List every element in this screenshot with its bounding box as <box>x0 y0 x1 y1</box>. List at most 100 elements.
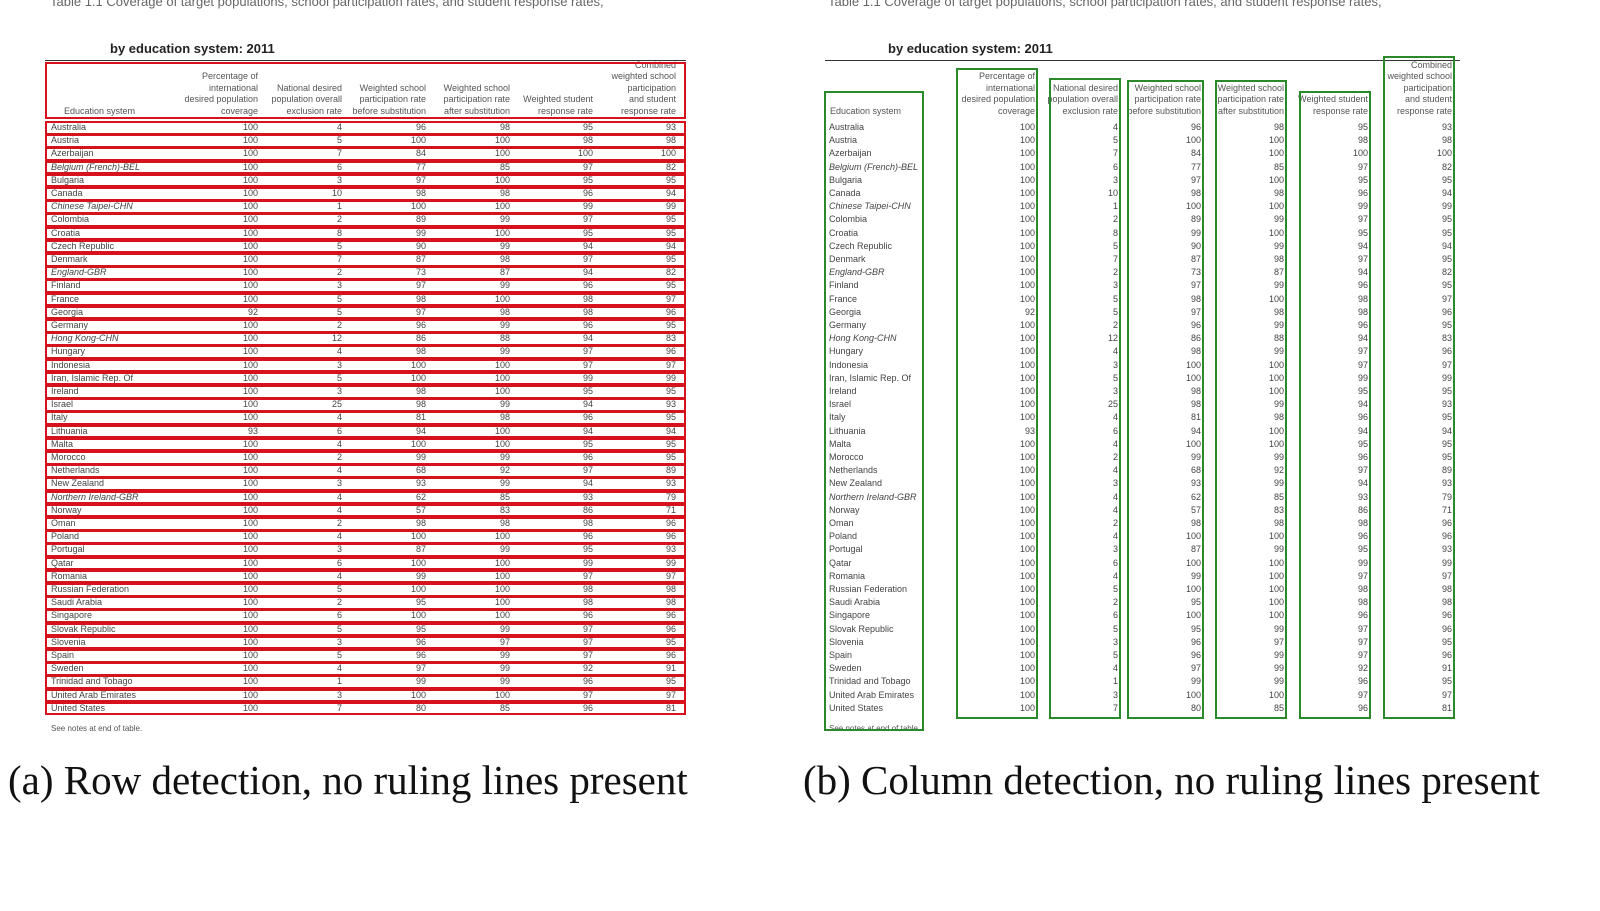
cell-resp: 95 <box>1357 544 1368 555</box>
cell-comb: 96 <box>1441 650 1452 660</box>
cell-comb: 96 <box>665 623 676 634</box>
cell-exc: 4 <box>336 346 342 357</box>
cell-comb: 96 <box>1441 306 1452 317</box>
cell-exc: 2 <box>336 518 342 528</box>
cell-resp: 94 <box>582 240 593 251</box>
cell-exc: 5 <box>336 240 342 251</box>
header-before: Weighted school participation rate befor… <box>352 82 426 116</box>
cell-after: 100 <box>1268 293 1284 304</box>
cell-resp: 95 <box>582 174 593 185</box>
row-box <box>45 649 686 663</box>
cell-before: 98 <box>1190 518 1201 528</box>
cell-before: 95 <box>1190 623 1201 634</box>
cell-cov: 100 <box>242 320 258 330</box>
row-name: Canada <box>51 188 83 198</box>
cell-comb: 98 <box>665 584 676 594</box>
cell-comb: 71 <box>665 504 676 515</box>
cell-resp: 97 <box>1357 346 1368 357</box>
cell-exc: 7 <box>336 148 342 159</box>
row-name: Singapore <box>829 610 871 621</box>
row-name: Singapore <box>51 610 93 621</box>
cell-after: 97 <box>1273 636 1284 647</box>
cell-exc: 12 <box>1107 333 1118 344</box>
row-name: Morocco <box>51 452 86 462</box>
cell-after: 99 <box>1273 623 1284 634</box>
cell-after: 99 <box>499 478 510 489</box>
cell-resp: 92 <box>1357 663 1368 674</box>
cell-before: 87 <box>1190 254 1201 264</box>
row-name: Malta <box>51 438 74 449</box>
cell-exc: 4 <box>336 491 342 502</box>
row-box <box>45 556 686 571</box>
cell-resp: 94 <box>582 425 593 436</box>
cell-before: 86 <box>415 333 426 344</box>
cell-resp: 96 <box>582 676 593 687</box>
row-name: Saudi Arabia <box>51 597 103 608</box>
cell-comb: 82 <box>665 267 676 278</box>
row-name: Germany <box>51 320 89 330</box>
cell-after: 99 <box>1273 478 1284 489</box>
cell-after: 99 <box>1273 240 1284 251</box>
cell-exc: 5 <box>336 372 342 383</box>
cell-resp: 98 <box>582 584 593 594</box>
cell-after: 83 <box>1273 504 1284 515</box>
cell-after: 98 <box>499 122 510 132</box>
cell-resp: 95 <box>1357 386 1368 396</box>
cell-before: 98 <box>1190 293 1201 304</box>
cell-exc: 4 <box>1112 465 1118 476</box>
row-name: Finland <box>829 280 859 291</box>
cell-before: 100 <box>410 584 426 594</box>
cell-before: 100 <box>410 438 426 449</box>
row-name: Ireland <box>829 386 857 396</box>
row-name: Ireland <box>51 386 79 396</box>
cell-after: 100 <box>1268 135 1284 146</box>
cell-before: 97 <box>1190 280 1201 291</box>
table-title-cutoff: Table 1.1 Coverage of target populations… <box>828 0 1382 9</box>
cell-before: 99 <box>415 227 426 238</box>
cell-before: 62 <box>415 491 426 502</box>
row-box <box>45 147 686 162</box>
cell-resp: 97 <box>1357 650 1368 660</box>
row-name: Netherlands <box>51 465 100 476</box>
cell-cov: 100 <box>1019 372 1035 383</box>
cell-before: 90 <box>415 240 426 251</box>
cell-cov: 100 <box>1019 610 1035 621</box>
row-name: Trinidad and Tobago <box>51 676 133 687</box>
cell-after: 100 <box>1268 610 1284 621</box>
cell-cov: 100 <box>242 174 258 185</box>
cell-cov: 100 <box>242 518 258 528</box>
cell-comb: 95 <box>665 320 676 330</box>
cell-after: 99 <box>499 346 510 357</box>
cell-exc: 4 <box>336 438 342 449</box>
cell-before: 86 <box>1190 333 1201 344</box>
cell-resp: 100 <box>1352 148 1368 159</box>
cell-after: 100 <box>1268 531 1284 542</box>
cell-comb: 96 <box>1441 518 1452 528</box>
cell-exc: 6 <box>336 610 342 621</box>
cell-resp: 97 <box>1357 214 1368 225</box>
table-subtitle: by education system: 2011 <box>888 41 1053 56</box>
cell-exc: 4 <box>336 663 342 674</box>
cell-cov: 100 <box>242 280 258 291</box>
cell-after: 85 <box>499 161 510 172</box>
cell-after: 98 <box>499 412 510 423</box>
row-name: Georgia <box>51 306 84 317</box>
cell-exc: 1 <box>336 676 342 687</box>
row-box <box>45 266 686 280</box>
cell-comb: 82 <box>665 161 676 172</box>
cell-after: 85 <box>499 702 510 713</box>
row-name: Czech Republic <box>51 240 115 251</box>
cell-exc: 4 <box>1112 491 1118 502</box>
cell-after: 100 <box>494 597 510 608</box>
row-name: United States <box>829 702 884 713</box>
cell-after: 99 <box>499 214 510 225</box>
row-name: Denmark <box>829 254 866 264</box>
cell-before: 90 <box>1190 240 1201 251</box>
row-box <box>45 187 686 201</box>
cell-before: 97 <box>1190 306 1201 317</box>
cell-after: 99 <box>499 676 510 687</box>
cell-exc: 10 <box>1107 188 1118 198</box>
column-box-cov <box>956 68 1038 719</box>
row-box <box>45 503 686 518</box>
cell-exc: 4 <box>1112 346 1118 357</box>
